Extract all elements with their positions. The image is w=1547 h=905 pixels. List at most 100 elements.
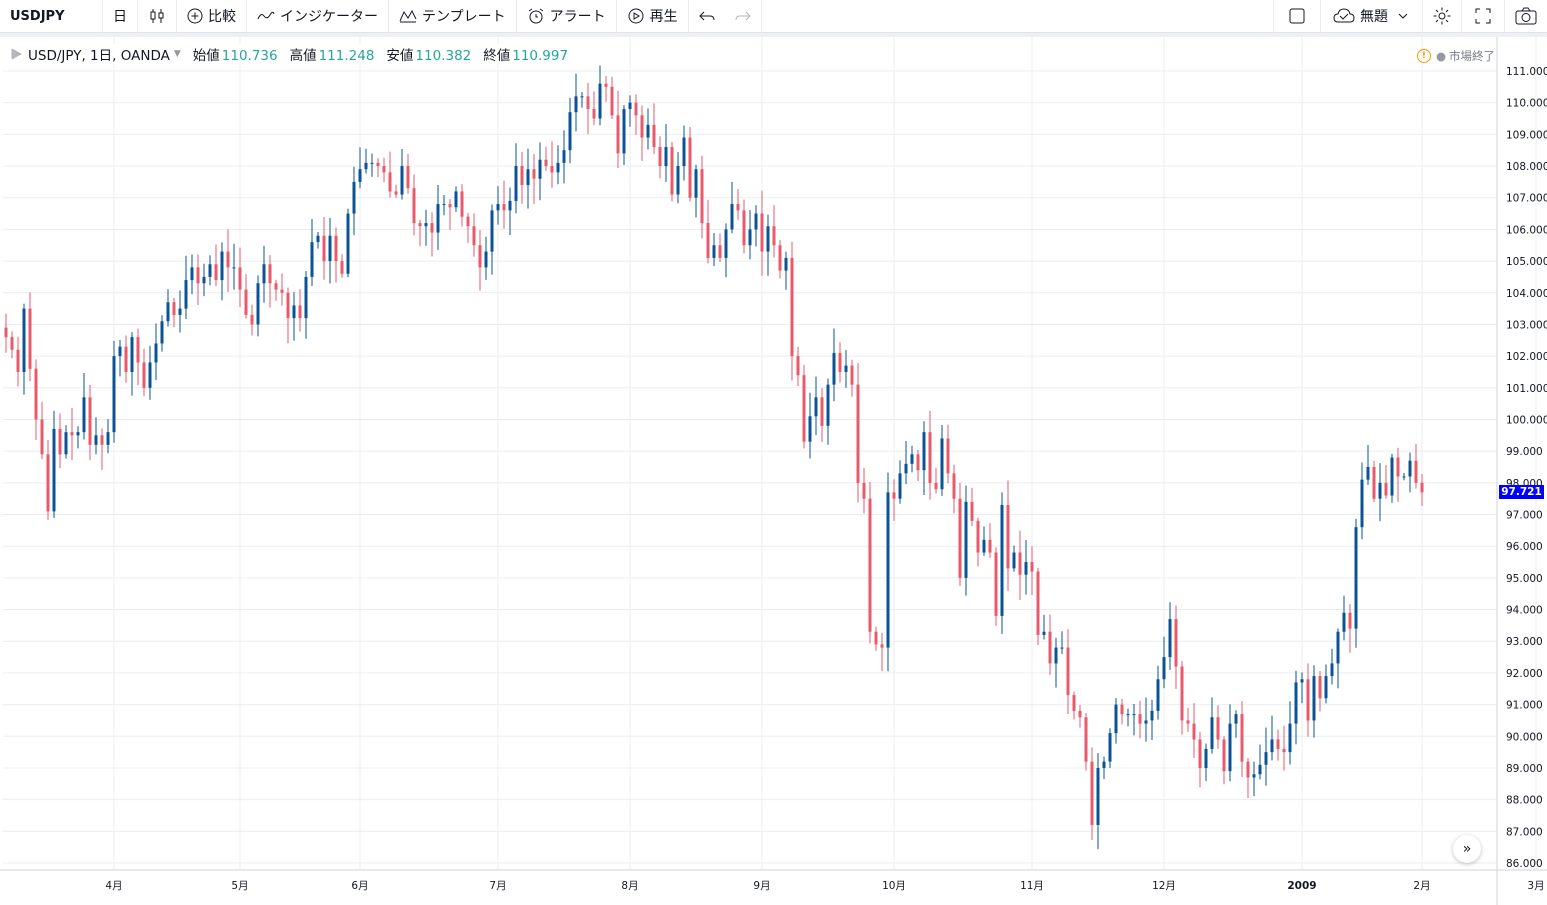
time-axis[interactable]: 4月 5月 6月 7月 8月 9月 10月 11月 12月 2009 2月 3月 (0, 869, 1547, 892)
candle-body (748, 229, 752, 246)
candle-body (1096, 767, 1100, 825)
candle-body (436, 204, 440, 233)
legend-title[interactable]: USD/JPY, 1日, OANDA (28, 48, 170, 64)
chart-background (0, 37, 1547, 905)
candle-body (1132, 714, 1136, 716)
time-tick-label: 12月 (1152, 880, 1176, 892)
candle-body (124, 346, 128, 372)
candle-body (4, 327, 8, 338)
candle-body (1252, 774, 1256, 778)
candle-body (148, 362, 152, 388)
candle-body (1324, 676, 1328, 699)
alert-button[interactable]: アラート (517, 0, 617, 33)
templates-button[interactable]: テンプレート (389, 0, 517, 33)
candle-body (1270, 739, 1274, 753)
redo-button[interactable] (725, 0, 762, 33)
candle-body (724, 229, 728, 258)
screenshot-button[interactable] (1504, 0, 1547, 33)
price-chart[interactable]: 111.000 110.000 109.000 108.000 107.000 106.0… (0, 37, 1547, 905)
candle-body (274, 283, 278, 290)
candle-body (1378, 482, 1382, 499)
candle-body (598, 83, 602, 119)
candle-body (94, 435, 98, 445)
chart-style-button[interactable] (138, 0, 177, 33)
candle-body (1318, 676, 1322, 699)
warning-icon[interactable]: ! (1416, 49, 1431, 63)
time-tick-label: 11月 (1020, 880, 1044, 892)
candle-body (1084, 717, 1088, 762)
candle-body (1156, 679, 1160, 711)
candle-body (742, 210, 746, 246)
candle-body (676, 166, 680, 195)
candle-body (1054, 647, 1058, 664)
price-tick-label: 90.000 (1506, 731, 1543, 743)
candle-body (790, 257, 794, 357)
compare-button[interactable]: 比較 (177, 0, 247, 33)
candle-body (328, 235, 332, 262)
candle-body (718, 245, 722, 258)
candle-body (1168, 619, 1172, 658)
candle-body (670, 147, 674, 195)
candle-body (562, 150, 566, 163)
candle-body (532, 169, 536, 179)
interval-button[interactable]: 日 (103, 0, 138, 33)
candle-body (1042, 631, 1046, 635)
replay-button[interactable]: 再生 (617, 0, 689, 33)
candle-body (868, 498, 872, 632)
plus-circle-icon (187, 8, 203, 24)
time-tick-label: 6月 (351, 880, 368, 892)
scroll-to-realtime-button[interactable]: » (1453, 835, 1481, 863)
candle-body (1264, 752, 1268, 765)
candle-body (1306, 679, 1310, 721)
candle-body (1354, 527, 1358, 629)
candle-body (1390, 457, 1394, 496)
save-layout-button[interactable]: 無題 (1320, 0, 1422, 33)
candle-body (88, 397, 92, 445)
settings-button[interactable] (1422, 0, 1461, 33)
candle-body (130, 337, 134, 372)
price-tick-label: 93.000 (1506, 636, 1543, 648)
candle-body (1078, 710, 1082, 718)
square-icon (1289, 8, 1305, 24)
candle-body (1420, 482, 1424, 493)
price-tick-label: 89.000 (1506, 763, 1543, 775)
candle-body (478, 245, 482, 268)
fullscreen-layout-button[interactable] (1273, 0, 1320, 33)
indicators-button[interactable]: インジケーター (247, 0, 389, 33)
candle-body (106, 432, 110, 445)
candle-body (514, 166, 518, 201)
candle-body (1198, 739, 1202, 768)
candle-body (484, 251, 488, 268)
candle-body (856, 384, 860, 483)
fullscreen-button[interactable] (1461, 0, 1504, 33)
candle-body (352, 181, 356, 214)
indicator-wave-icon (257, 11, 275, 20)
candle-body (1036, 571, 1040, 635)
candle-body (658, 147, 662, 167)
candle-body (1090, 761, 1094, 825)
candle-body (1240, 714, 1244, 762)
candle-body (916, 454, 920, 471)
symbol-search-button[interactable]: USDJPY (0, 0, 103, 33)
candle-body (1024, 562, 1028, 575)
caret-down-icon[interactable]: ▼ (173, 49, 181, 59)
candle-body (958, 498, 962, 578)
candle-body (208, 264, 212, 277)
candle-body (634, 102, 638, 116)
candle-body (310, 242, 314, 277)
candle-body (1192, 723, 1196, 740)
candle-body (1336, 631, 1340, 664)
candle-body (1210, 717, 1214, 749)
camera-icon (1515, 7, 1537, 25)
undo-button[interactable] (689, 0, 725, 33)
candle-body (172, 302, 176, 315)
candle-body (10, 337, 14, 350)
candle-body (1180, 666, 1184, 721)
market-status-text: 市場終了 (1449, 49, 1495, 63)
candle-body (940, 438, 944, 490)
candle-body (808, 416, 812, 442)
candle-body (1288, 723, 1292, 753)
candle-body (1228, 723, 1232, 772)
price-axis[interactable]: 111.000 110.000 109.000 108.000 107.000 106.0… (1496, 37, 1547, 905)
candle-body (580, 96, 584, 98)
